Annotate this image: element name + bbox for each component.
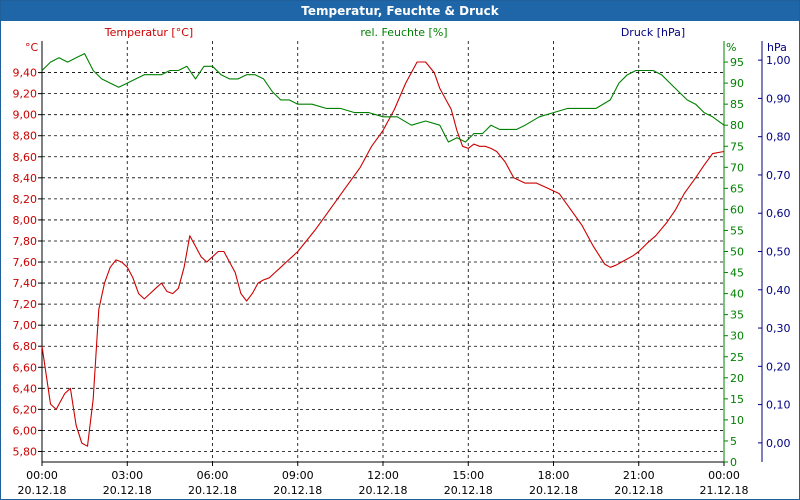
- humidity-series-line: [41, 53, 725, 143]
- pressure-tick-label: 0,50: [766, 246, 791, 259]
- humidity-tick-label: 50: [730, 246, 744, 259]
- pressure-axis-label: Druck [hPa]: [621, 26, 685, 39]
- x-tick-time-label: 09:00: [282, 469, 314, 482]
- pressure-tick-label: 0,30: [766, 322, 791, 335]
- x-tick-time-label: 18:00: [538, 469, 570, 482]
- humidity-tick-label: 85: [730, 98, 744, 111]
- pressure-tick-label: 0,80: [766, 131, 791, 144]
- temperature-axis-label: Temperatur [°C]: [104, 26, 193, 39]
- pressure-tick-label: 0,00: [766, 437, 791, 450]
- x-tick-time-label: 06:00: [197, 469, 229, 482]
- pressure-tick-label: 1,00: [766, 54, 791, 67]
- humidity-tick-label: 0: [730, 456, 737, 469]
- x-tick-date-label: 20.12.18: [273, 484, 322, 497]
- temperature-tick-label: 7,80: [13, 235, 38, 248]
- humidity-tick-label: 75: [730, 140, 744, 153]
- temperature-unit: °C: [25, 41, 39, 54]
- temperature-tick-label: 8,20: [13, 193, 38, 206]
- pressure-tick-label: 0,60: [766, 207, 791, 220]
- pressure-tick-label: 0,90: [766, 92, 791, 105]
- temperature-tick-label: 9,40: [13, 67, 38, 80]
- temperature-tick-label: 7,40: [13, 277, 38, 290]
- humidity-tick-label: 65: [730, 182, 744, 195]
- humidity-tick-label: 80: [730, 119, 744, 132]
- pressure-tick-label: 0,40: [766, 284, 791, 297]
- pressure-tick-label: 0,10: [766, 399, 791, 412]
- temperature-tick-label: 8,80: [13, 130, 38, 143]
- x-tick-time-label: 00:00: [26, 469, 58, 482]
- x-tick-time-label: 00:00: [708, 469, 740, 482]
- humidity-tick-label: 5: [730, 435, 737, 448]
- pressure-tick-label: 0,20: [766, 360, 791, 373]
- x-tick-date-label: 21.12.18: [700, 484, 749, 497]
- x-tick-date-label: 20.12.18: [529, 484, 578, 497]
- temperature-tick-label: 9,00: [13, 109, 38, 122]
- temperature-tick-label: 8,00: [13, 214, 38, 227]
- humidity-axis-label: rel. Feuchte [%]: [360, 26, 447, 39]
- x-tick-time-label: 03:00: [111, 469, 143, 482]
- humidity-tick-label: 90: [730, 77, 744, 90]
- humidity-tick-label: 40: [730, 288, 744, 301]
- x-tick-date-label: 20.12.18: [103, 484, 152, 497]
- pressure-unit: hPa: [767, 41, 787, 54]
- temperature-tick-label: 8,40: [13, 172, 38, 185]
- humidity-unit: %: [726, 41, 736, 54]
- x-tick-date-label: 20.12.18: [444, 484, 493, 497]
- temperature-tick-label: 7,00: [13, 319, 38, 332]
- humidity-tick-label: 20: [730, 372, 744, 385]
- temperature-tick-label: 6,80: [13, 340, 38, 353]
- humidity-tick-label: 60: [730, 203, 744, 216]
- humidity-tick-label: 70: [730, 161, 744, 174]
- temperature-tick-label: 6,40: [13, 382, 38, 395]
- temperature-tick-label: 7,60: [13, 256, 38, 269]
- temperature-tick-label: 6,00: [13, 424, 38, 437]
- humidity-tick-label: 45: [730, 267, 744, 280]
- temperature-tick-label: 9,20: [13, 88, 38, 101]
- humidity-tick-label: 35: [730, 309, 744, 322]
- axes: [41, 41, 763, 463]
- x-tick-date-label: 20.12.18: [614, 484, 663, 497]
- temperature-tick-label: 6,60: [13, 361, 38, 374]
- x-tick-time-label: 21:00: [623, 469, 655, 482]
- humidity-tick-label: 25: [730, 351, 744, 364]
- pressure-tick-label: 0,70: [766, 169, 791, 182]
- x-tick-time-label: 12:00: [367, 469, 399, 482]
- x-tick-date-label: 20.12.18: [359, 484, 408, 497]
- temperature-tick-label: 7,20: [13, 298, 38, 311]
- humidity-tick-label: 15: [730, 393, 744, 406]
- temperature-tick-label: 8,60: [13, 151, 38, 164]
- humidity-tick-label: 10: [730, 414, 744, 427]
- temperature-tick-label: 5,80: [13, 445, 38, 458]
- chart-canvas: Temperatur [°C] rel. Feuchte [%] Druck […: [13, 26, 791, 497]
- x-tick-date-label: 20.12.18: [18, 484, 67, 497]
- grid: [42, 41, 724, 462]
- humidity-tick-label: 30: [730, 330, 744, 343]
- x-tick-date-label: 20.12.18: [188, 484, 237, 497]
- temperature-tick-label: 6,20: [13, 403, 38, 416]
- x-tick-time-label: 15:00: [452, 469, 484, 482]
- temperature-series-line: [41, 61, 725, 447]
- humidity-tick-label: 55: [730, 224, 744, 237]
- chart-title: Temperatur, Feuchte & Druck: [1, 1, 799, 21]
- humidity-tick-label: 95: [730, 56, 744, 69]
